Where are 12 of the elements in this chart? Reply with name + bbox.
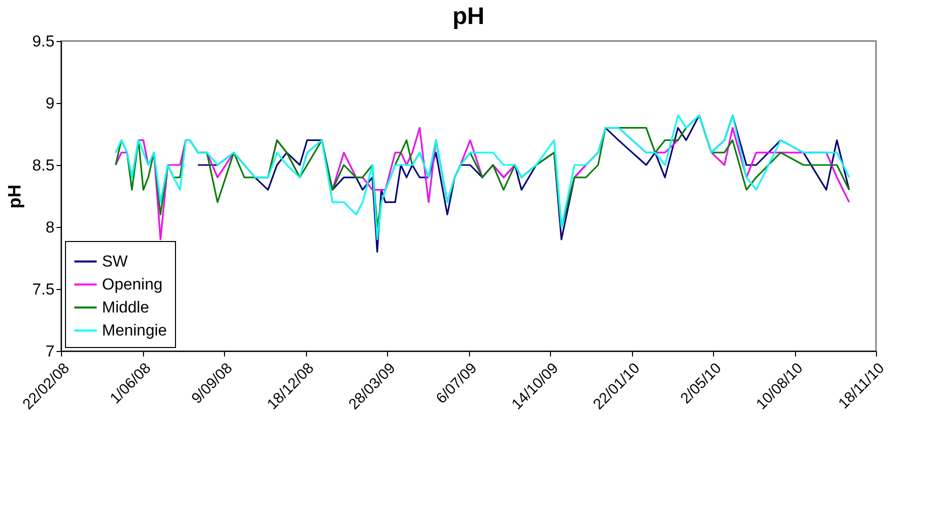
- y-tick-label: 8: [46, 220, 55, 236]
- chart-title: pH: [452, 3, 484, 30]
- legend-label: SW: [102, 254, 129, 270]
- y-axis-title: pH: [4, 184, 24, 208]
- y-tick-label: 9.5: [32, 34, 55, 50]
- y-tick-label: 9: [46, 96, 55, 112]
- legend-label: Opening: [102, 276, 162, 294]
- y-tick-label: 8.5: [32, 158, 55, 174]
- y-tick-label: 7: [46, 344, 55, 360]
- legend-label: Middle: [102, 300, 150, 316]
- y-tick-label: 7.5: [32, 282, 55, 298]
- legend-label: Meningie: [102, 322, 168, 340]
